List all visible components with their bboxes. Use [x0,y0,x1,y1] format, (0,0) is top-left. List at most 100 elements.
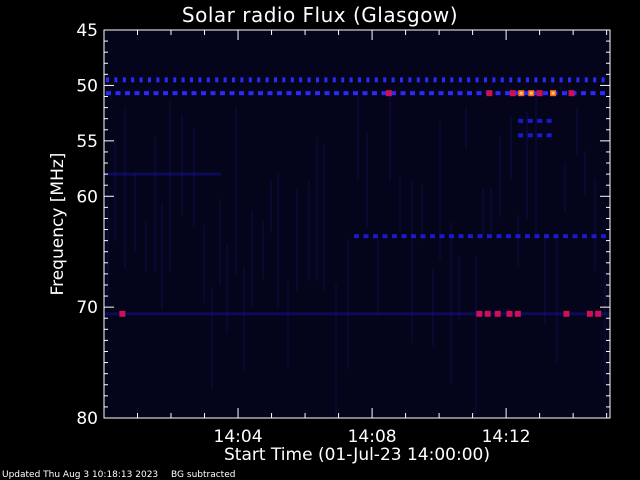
noise-streak [482,188,484,237]
band-segment [258,91,263,96]
band-segment [106,77,109,83]
noise-streak [270,180,272,233]
axes-ticks: 45 50 55 60 70 80 14:04 14:08 14:12 [76,21,610,447]
band-segment [144,91,149,96]
band-segment [526,77,529,83]
burst-core [551,91,555,95]
updated-timestamp: Updated Thu Aug 3 10:18:13 2023 [2,470,159,480]
band-segment [372,91,377,96]
band-segment [401,234,407,239]
band-segment [542,77,546,83]
band-segment [533,91,539,96]
band-segment [114,77,118,83]
plot-frame [103,29,611,419]
band-segment [220,91,225,96]
band-segment [515,234,521,239]
band-segment [537,133,543,138]
band-segment [410,91,415,96]
burst-mark [568,90,575,97]
band-line [104,172,222,176]
processing-note: BG subtracted [171,470,236,480]
noise-streak [564,161,566,213]
noise-streak [243,266,245,373]
band-segment [408,77,412,83]
burst-mark [494,310,501,317]
y-tick-label: 70 [76,298,98,318]
band-segment [439,234,445,239]
noise-streak [366,133,368,229]
noise-streak [134,172,136,252]
background-noise [107,91,606,418]
band-segment [400,91,406,96]
band-segment [349,77,353,83]
band-segment [492,77,496,83]
band-segment [358,77,361,83]
noise-streak [226,244,228,334]
noise-streak [211,287,213,390]
band-segment [353,234,359,239]
band-segment [324,77,328,83]
band-segment [546,133,552,138]
band-segment [581,234,587,239]
band-segment [248,91,254,96]
band-segment [282,77,286,83]
band-segment [383,77,387,83]
chart-title: Solar radio Flux (Glasgow) [181,3,459,27]
burst-core [519,91,523,95]
band-segment [232,77,235,83]
band-segment [257,77,261,83]
band-segment [518,133,524,138]
y-axis-label: Frequency [MHz] [48,152,68,296]
band-segment [343,91,349,96]
band-segment [527,118,533,123]
band-segment [505,234,511,239]
band-segment [374,77,378,83]
band-segment [206,77,210,83]
band-segment [486,234,492,239]
noise-streak [357,94,359,181]
band-segment [448,91,453,96]
band-segment [315,91,320,96]
noise-streak [377,237,379,315]
band-segment [172,91,178,96]
noise-streak [510,117,512,181]
noise-streak [576,106,578,157]
band-segment [477,234,483,239]
band-segment [201,91,206,96]
band-segment [305,91,311,96]
band-segment [223,77,227,83]
band-segment [131,77,135,83]
burst-mark [514,310,521,317]
band-segment [400,77,403,83]
noise-streak [145,221,147,273]
burst-mark [506,310,513,317]
band-segment [106,91,111,96]
band-segment [553,234,559,239]
band-segment [239,91,244,96]
band-segment [543,91,548,96]
noise-streak [465,106,467,150]
noise-streak [107,188,109,307]
band-segment [173,77,177,83]
band-segment [153,91,159,96]
noise-streak [399,178,401,231]
noise-streak [335,283,337,418]
burst-mark [595,310,602,317]
band-segment [562,234,568,239]
band-segment [458,77,462,83]
band-segment [286,91,292,96]
band-segment [125,91,130,96]
band-segment [190,77,193,83]
noise-streak [535,91,537,238]
band-segment [248,77,252,83]
noise-streak [193,127,195,227]
x-tick-label: 14:08 [348,427,397,447]
band-segment [600,91,605,96]
band-segment [429,234,435,239]
band-segment [163,91,168,96]
band-segment [584,77,588,83]
band-segment [353,91,358,96]
band-segment [496,234,502,239]
noise-streak [316,137,318,282]
